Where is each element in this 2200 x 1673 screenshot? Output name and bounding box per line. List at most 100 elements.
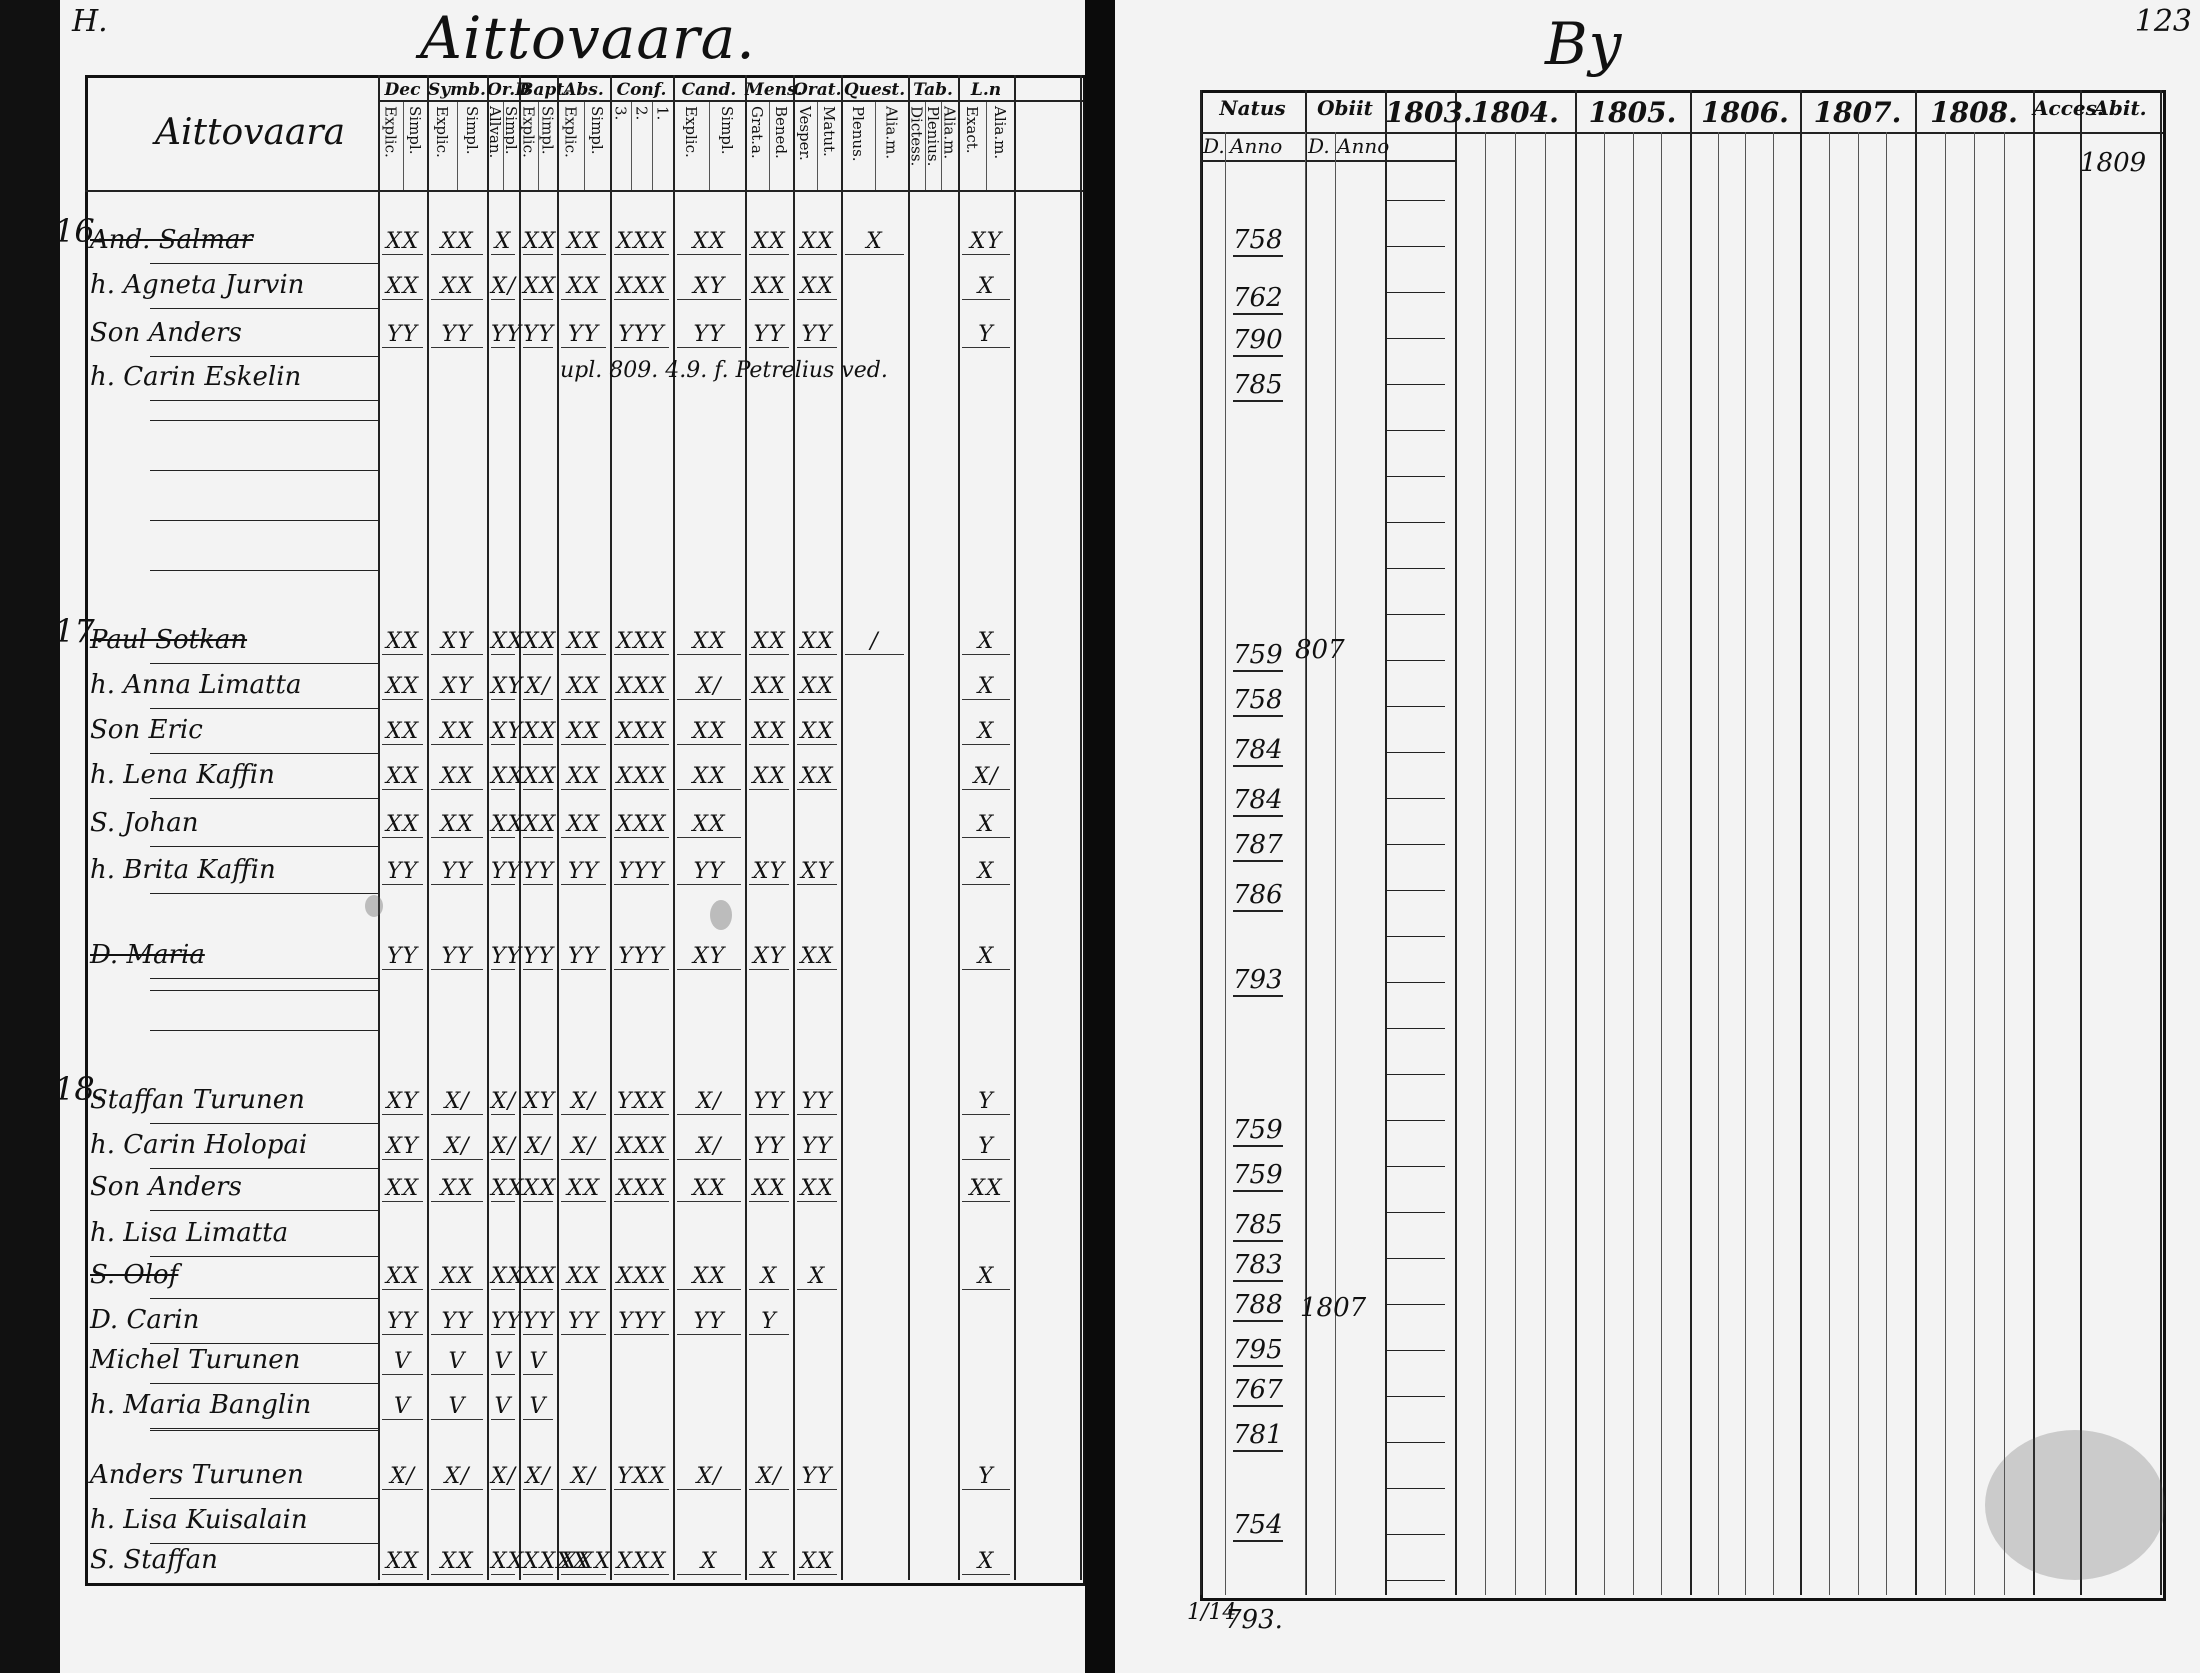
ruled-line xyxy=(150,990,378,991)
household-member-name: S. Johan xyxy=(90,808,199,838)
column-divider xyxy=(793,75,795,1580)
ruled-line xyxy=(1385,430,1445,431)
exam-mark: XX xyxy=(797,629,837,655)
column-divider xyxy=(1455,90,1457,1595)
ruled-line xyxy=(150,420,378,421)
exam-mark: YYY xyxy=(614,1309,669,1335)
subject-subheader: Grat.a. xyxy=(748,106,766,159)
exam-mark: XX xyxy=(523,719,557,745)
ruled-line xyxy=(150,570,378,571)
exam-mark: XX xyxy=(962,1176,1010,1202)
exam-mark: YY xyxy=(523,1309,555,1335)
column-divider xyxy=(841,75,843,1580)
exam-mark: XX xyxy=(491,764,525,790)
subject-header: Or.D xyxy=(487,80,530,100)
year-column-header: Natus xyxy=(1219,96,1286,120)
exam-mark: YY xyxy=(797,322,837,348)
column-label-household: Aittovaara xyxy=(155,112,346,153)
column-divider xyxy=(1385,90,1387,1595)
ruled-line xyxy=(1385,1534,1445,1535)
household-member-name: h. Carin Holopai xyxy=(90,1130,308,1160)
exam-mark: YY xyxy=(431,944,483,970)
ruled-line xyxy=(150,1343,378,1344)
ruled-line xyxy=(150,893,378,894)
exam-mark: YY xyxy=(491,859,523,885)
exam-mark: YYY xyxy=(614,859,669,885)
ruled-line xyxy=(1385,706,1445,707)
year-subcolumn xyxy=(2003,132,2005,1595)
exam-mark: XXX xyxy=(614,1134,669,1160)
year-column-header: 1806. xyxy=(1701,96,1789,129)
ruled-line xyxy=(150,798,378,799)
exam-mark: XX xyxy=(382,719,423,745)
exam-mark: YXX xyxy=(614,1089,669,1115)
exam-mark: XXX xyxy=(614,229,669,255)
subject-subheader: Explic. xyxy=(433,106,451,158)
subject-subheader: Plenius. xyxy=(924,106,942,167)
exam-mark: X/ xyxy=(491,1089,517,1115)
birth-year: 759 xyxy=(1233,1115,1283,1147)
exam-mark: YY xyxy=(382,944,423,970)
exam-mark: XX xyxy=(677,1176,741,1202)
household-number: 17. xyxy=(60,612,105,650)
exam-mark: X/ xyxy=(431,1134,483,1160)
subject-header: Mens. xyxy=(745,80,803,100)
exam-mark: XX xyxy=(797,764,837,790)
exam-mark: XX xyxy=(749,229,789,255)
ruled-line xyxy=(1385,614,1445,615)
exam-mark: X/ xyxy=(561,1134,606,1160)
exam-mark: V xyxy=(382,1394,423,1420)
exam-mark: Y xyxy=(962,322,1010,348)
ruled-line xyxy=(150,708,378,709)
birth-year: 759 xyxy=(1233,1160,1283,1192)
exam-mark: XY xyxy=(749,944,789,970)
exam-mark: YY xyxy=(491,944,523,970)
exam-mark: YY xyxy=(749,322,789,348)
exam-mark: YYY xyxy=(614,944,669,970)
exam-mark: XY xyxy=(677,944,741,970)
subject-subheader: Matut. xyxy=(820,106,838,157)
year-column-header: Abit. xyxy=(2093,96,2147,120)
ruled-line xyxy=(1385,798,1445,799)
date-subheader: Anno xyxy=(1230,134,1283,158)
subject-subheader: Dictess. xyxy=(907,106,926,167)
birth-year: 759 xyxy=(1233,640,1283,672)
exam-mark: XX xyxy=(431,719,483,745)
exam-mark: Y xyxy=(962,1464,1010,1490)
exam-mark: X xyxy=(962,812,1010,838)
exam-mark: X/ xyxy=(677,1464,741,1490)
exam-mark: YY xyxy=(382,859,423,885)
column-divider xyxy=(1305,90,1307,1595)
subheader-divider xyxy=(874,102,876,190)
exam-mark: XX xyxy=(382,1549,423,1575)
exam-mark: XX xyxy=(561,719,606,745)
exam-mark: XX xyxy=(797,944,837,970)
column-divider xyxy=(1800,90,1802,1595)
household-member-name: S. Staffan xyxy=(90,1545,218,1575)
subject-subheader: Simpl. xyxy=(718,106,736,155)
household-number: 18. xyxy=(60,1070,105,1108)
abit-year: 1809 xyxy=(2080,148,2147,178)
column-divider xyxy=(427,75,429,1580)
exam-mark: XX xyxy=(797,274,837,300)
birth-year: 758 xyxy=(1233,685,1283,717)
exam-mark: X xyxy=(962,1264,1010,1290)
ruled-line xyxy=(1385,1304,1445,1305)
exam-mark: XX xyxy=(749,764,789,790)
exam-mark: YXX xyxy=(614,1464,669,1490)
column-divider xyxy=(2160,90,2162,1595)
subheader-divider xyxy=(457,102,458,190)
ruled-line xyxy=(1385,660,1445,661)
subject-header: Tab. xyxy=(913,80,953,100)
exam-mark: XX xyxy=(749,674,789,700)
column-divider xyxy=(2033,90,2035,1595)
year-subcolumn xyxy=(1745,132,1746,1595)
ruled-line xyxy=(150,1123,378,1124)
ruled-line xyxy=(150,1298,378,1299)
exam-mark: XX xyxy=(431,229,483,255)
birth-year: 795 xyxy=(1233,1335,1283,1367)
exam-mark: X/ xyxy=(962,764,1010,790)
ruled-line xyxy=(1385,1074,1445,1075)
page-corner-number: H. xyxy=(72,4,108,39)
year-subcolumn xyxy=(1545,132,1546,1595)
